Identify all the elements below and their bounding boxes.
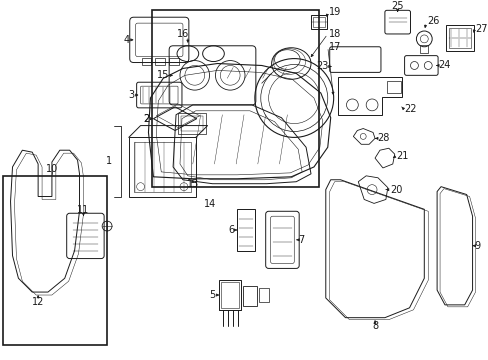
Text: 22: 22 <box>404 104 416 114</box>
Text: 17: 17 <box>328 42 341 52</box>
Text: 15: 15 <box>157 70 169 80</box>
Bar <box>445 25 472 51</box>
Text: 1: 1 <box>106 156 112 166</box>
Text: 9: 9 <box>473 241 480 251</box>
Text: 8: 8 <box>371 320 377 330</box>
Text: 19: 19 <box>328 7 340 17</box>
Bar <box>3 176 106 345</box>
Text: 24: 24 <box>437 60 449 71</box>
Text: 23: 23 <box>316 62 328 72</box>
Text: 4: 4 <box>123 35 129 45</box>
Bar <box>155 58 165 64</box>
Text: 10: 10 <box>46 163 58 174</box>
Text: 7: 7 <box>298 235 304 245</box>
Text: 20: 20 <box>389 185 401 195</box>
Bar <box>181 116 202 131</box>
Bar <box>169 58 179 64</box>
Text: 28: 28 <box>376 134 388 143</box>
Text: 26: 26 <box>427 16 439 26</box>
Text: 25: 25 <box>391 1 403 12</box>
Text: 2: 2 <box>143 114 149 124</box>
Text: 21: 21 <box>396 151 408 161</box>
Bar <box>133 142 190 192</box>
Bar <box>178 113 205 134</box>
Bar <box>243 286 256 306</box>
Bar <box>221 282 239 308</box>
Bar <box>312 17 324 27</box>
Bar <box>258 288 268 302</box>
Text: 27: 27 <box>474 24 487 34</box>
Bar <box>237 209 254 251</box>
Text: 16: 16 <box>177 29 189 39</box>
Text: 13: 13 <box>186 179 199 189</box>
Text: 2: 2 <box>143 114 149 124</box>
Text: 5: 5 <box>209 290 215 300</box>
Bar <box>142 58 151 64</box>
Bar <box>386 81 400 93</box>
Bar <box>128 138 195 197</box>
Text: 6: 6 <box>227 225 234 235</box>
Text: 3: 3 <box>128 90 134 100</box>
Text: 11: 11 <box>77 205 89 215</box>
Text: 12: 12 <box>32 297 44 307</box>
Text: 18: 18 <box>328 29 340 39</box>
Bar <box>310 15 326 29</box>
Bar <box>152 10 318 187</box>
Bar <box>448 28 469 48</box>
Text: 14: 14 <box>203 199 215 210</box>
Bar <box>420 45 427 53</box>
Bar <box>219 280 241 310</box>
